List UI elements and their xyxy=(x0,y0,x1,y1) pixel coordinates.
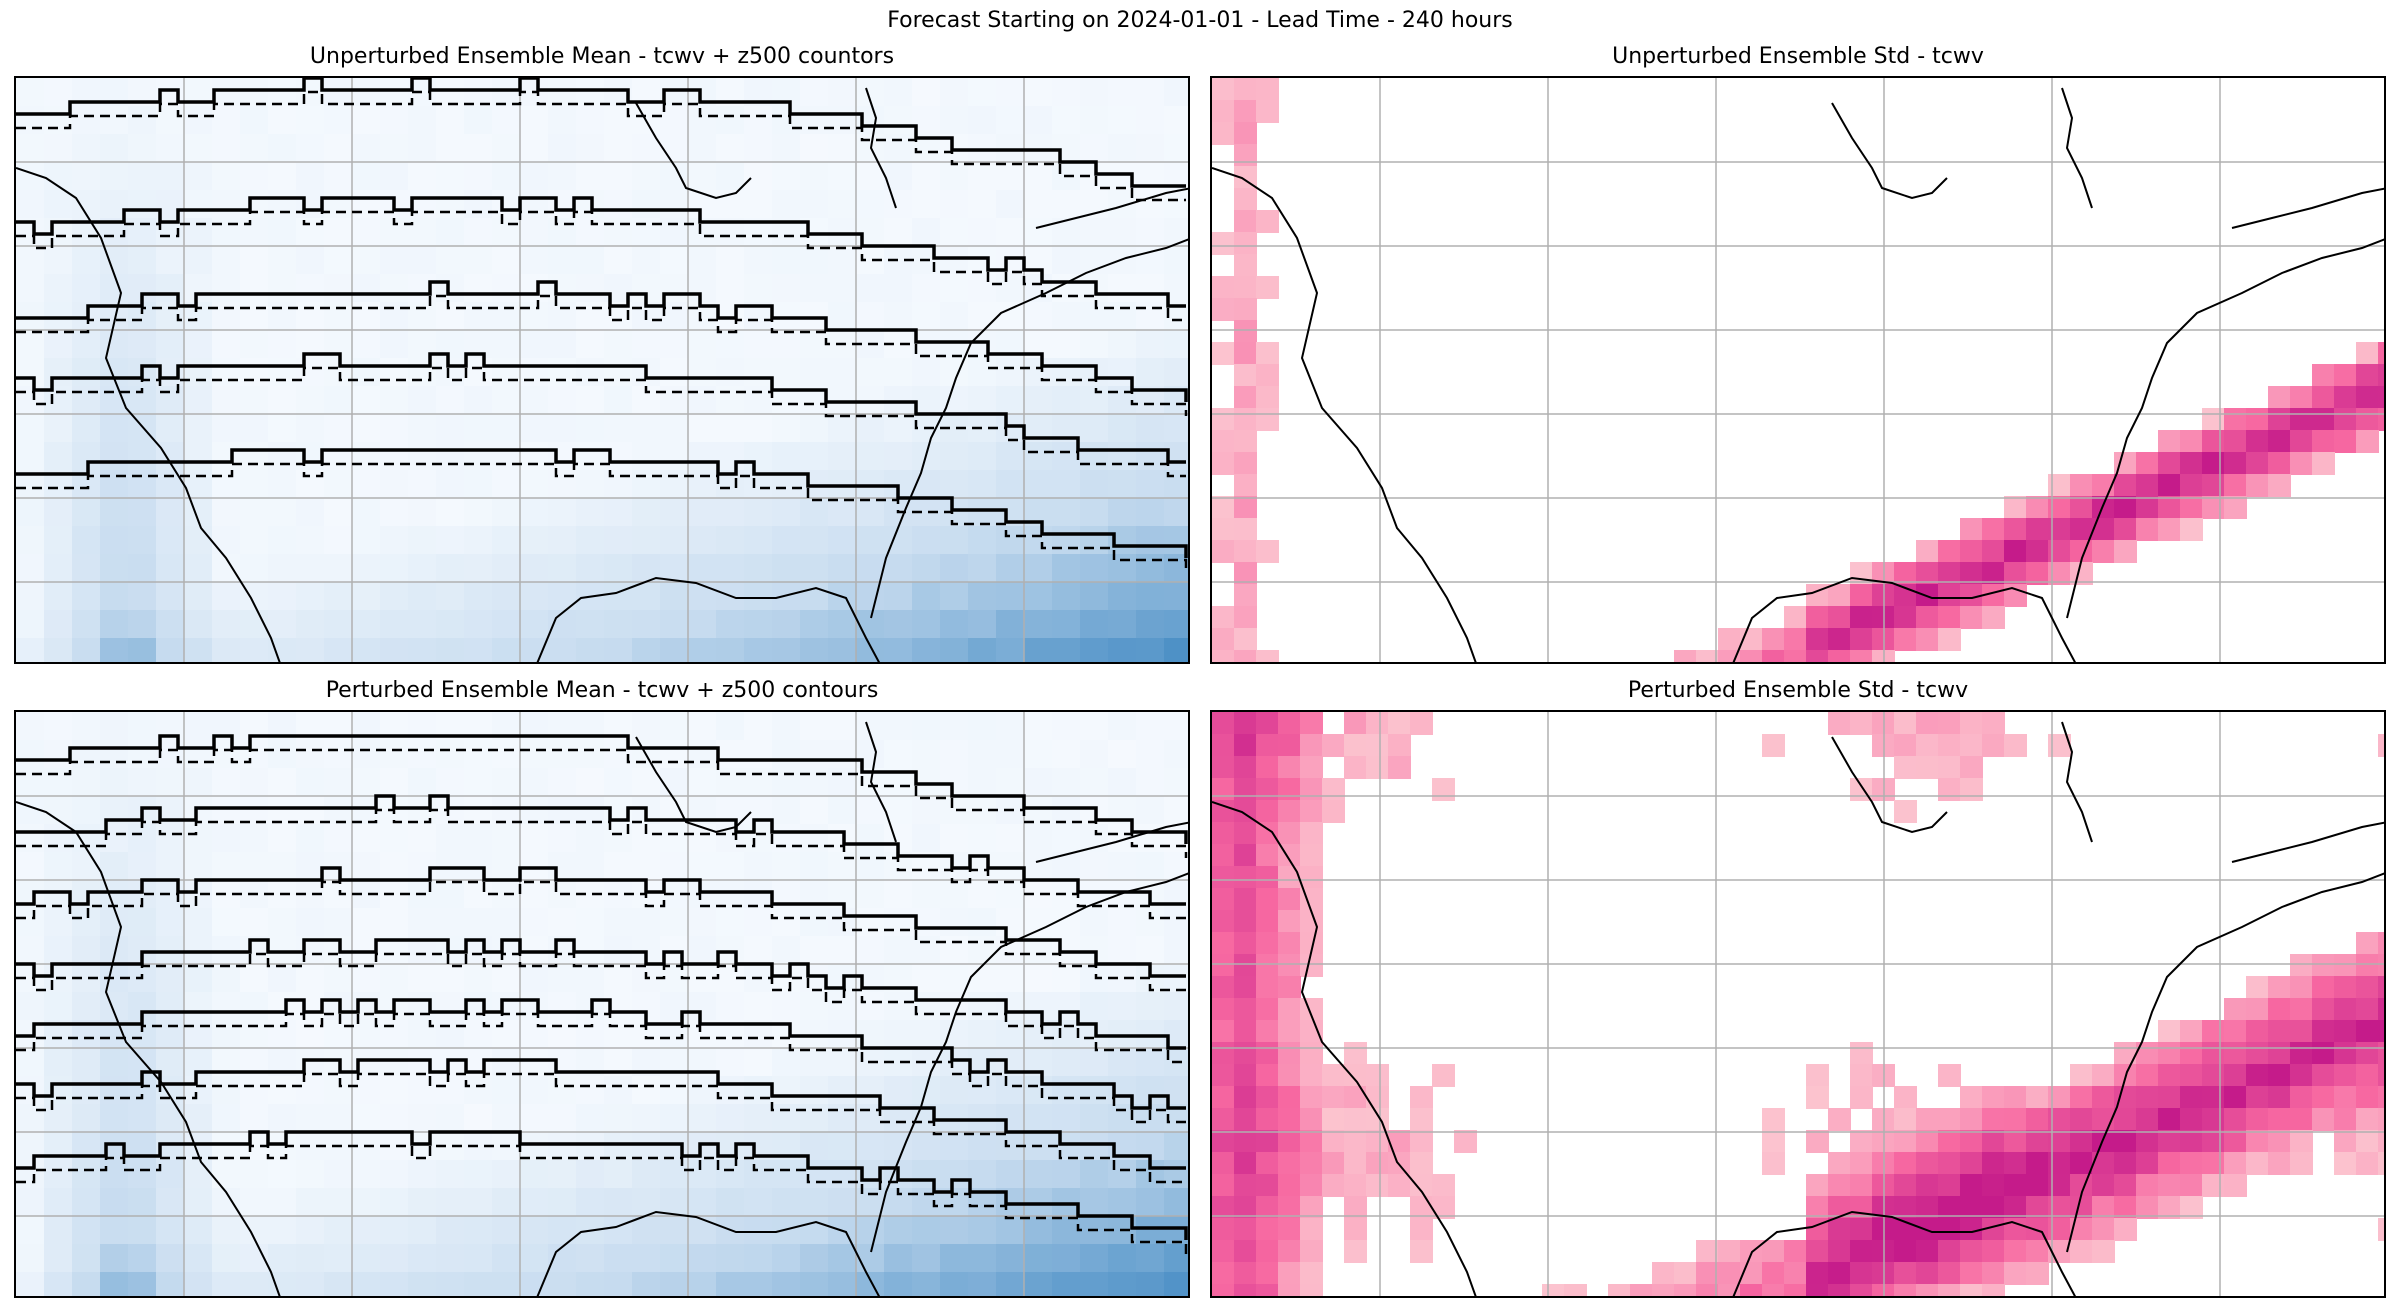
coastlines xyxy=(1212,87,2384,662)
map-perturbed-mean xyxy=(14,710,1190,1298)
tcwv-std-field xyxy=(1212,712,2384,1296)
map-perturbed-std xyxy=(1210,710,2386,1298)
panel-title-unperturbed-mean: Unperturbed Ensemble Mean - tcwv + z500 … xyxy=(309,44,895,69)
coastlines xyxy=(1212,721,2384,1296)
map-unperturbed-std xyxy=(1210,76,2386,664)
panel-title-perturbed-mean: Perturbed Ensemble Mean - tcwv + z500 co… xyxy=(325,678,879,703)
gridlines xyxy=(16,78,1188,662)
tcwv-field xyxy=(16,712,1188,1296)
tcwv-field xyxy=(16,78,1188,662)
panel-title-unperturbed-std: Unperturbed Ensemble Std - tcwv xyxy=(1612,44,1984,69)
coastlines xyxy=(16,87,1188,662)
panel-title-perturbed-std: Perturbed Ensemble Std - tcwv xyxy=(1627,678,1969,703)
figure-suptitle: Forecast Starting on 2024-01-01 - Lead T… xyxy=(887,8,1513,33)
gridlines xyxy=(16,712,1188,1296)
z500-contours xyxy=(16,78,1188,572)
gridlines xyxy=(1212,712,2384,1296)
map-unperturbed-mean xyxy=(14,76,1190,664)
z500-contours xyxy=(16,734,1188,1254)
gridlines xyxy=(1212,78,2384,662)
